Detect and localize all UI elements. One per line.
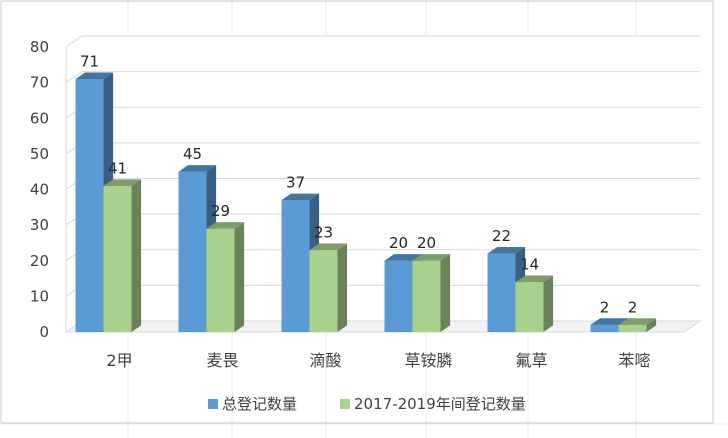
x-category-label: 草铵膦 — [404, 351, 452, 370]
data-label: 41 — [108, 159, 127, 177]
data-label: 2 — [600, 298, 610, 316]
bar-top — [590, 318, 629, 325]
y-tick-label: 60 — [30, 109, 49, 127]
chart-border — [0, 0, 714, 424]
bar-side — [440, 254, 451, 332]
y-tick-label: 40 — [30, 181, 49, 199]
legend-swatch — [340, 399, 350, 409]
bar-top — [618, 318, 657, 325]
bar — [515, 282, 544, 332]
bar — [206, 228, 235, 332]
y-tick-label: 0 — [39, 323, 49, 341]
bar — [103, 185, 132, 332]
bar — [178, 171, 207, 332]
bar-top — [281, 193, 320, 201]
data-label: 22 — [492, 227, 511, 245]
y-tick-label: 30 — [30, 216, 49, 234]
bar-top — [487, 247, 526, 254]
bar-top — [178, 165, 217, 172]
bar-side — [337, 243, 348, 332]
bar — [412, 260, 441, 332]
data-label: 14 — [520, 256, 539, 274]
chart-back-wall — [65, 36, 700, 333]
y-axis-ticks: 0 10 20 30 40 50 60 70 80 — [30, 38, 49, 341]
bar-top — [515, 275, 554, 283]
bar-top — [75, 72, 114, 80]
bar-side — [131, 179, 142, 332]
bar-side — [234, 222, 245, 332]
bar-side — [646, 318, 657, 332]
y-tick-label: 80 — [30, 38, 49, 56]
bar-top — [384, 254, 423, 261]
bar — [384, 260, 413, 332]
bar-top — [309, 243, 348, 251]
bar — [487, 253, 516, 332]
data-label: 71 — [80, 52, 99, 70]
x-category-label: 滴酸 — [309, 351, 341, 370]
data-labels: 71 41 45 29 37 23 20 20 22 14 2 2 — [80, 52, 637, 316]
y-tick-label: 50 — [30, 145, 49, 163]
data-label: 37 — [286, 174, 305, 192]
gridline — [65, 35, 700, 48]
x-category-label: 2甲 — [106, 351, 132, 370]
data-label: 45 — [183, 145, 202, 163]
data-label: 23 — [314, 223, 333, 241]
legend-swatch — [208, 399, 218, 409]
bar-side — [543, 275, 554, 332]
bar — [309, 250, 338, 332]
bar — [590, 324, 619, 332]
data-label: 2 — [628, 298, 638, 316]
bar-top — [206, 222, 245, 229]
bars — [75, 72, 657, 333]
bar — [618, 324, 647, 332]
data-label: 20 — [389, 234, 408, 252]
bar-top — [103, 179, 142, 186]
data-label: 20 — [417, 234, 436, 252]
y-tick-label: 70 — [30, 74, 49, 92]
legend-label: 总登记数量 — [222, 395, 297, 413]
y-tick-label: 10 — [30, 287, 49, 305]
x-category-label: 氟草 — [515, 351, 547, 370]
legend: 总登记数量 2017-2019年间登记数量 — [208, 395, 526, 413]
y-tick-label: 20 — [30, 252, 49, 270]
legend-label: 2017-2019年间登记数量 — [354, 395, 526, 413]
gridline — [65, 71, 700, 84]
x-category-label: 麦畏 — [206, 351, 238, 370]
x-axis-categories: 2甲 麦畏 滴酸 草铵膦 氟草 苯嘧 — [106, 351, 650, 370]
x-category-label: 苯嘧 — [618, 351, 650, 370]
bar — [75, 79, 104, 332]
bar-top — [412, 254, 451, 261]
data-label: 29 — [211, 202, 230, 220]
bar — [281, 200, 310, 332]
